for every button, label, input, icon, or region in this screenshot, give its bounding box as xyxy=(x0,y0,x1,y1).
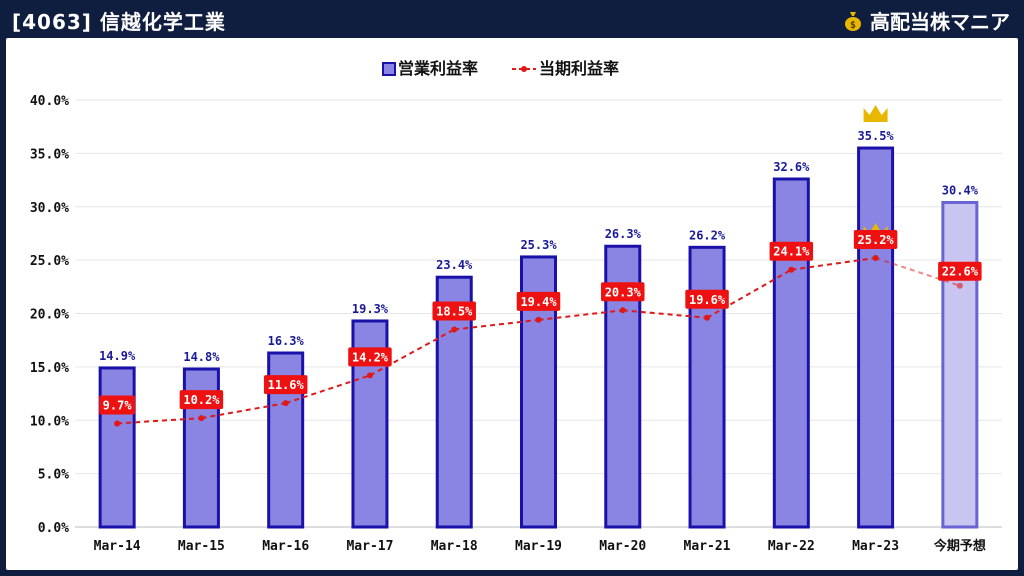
line-value-label: 18.5% xyxy=(436,305,473,319)
y-tick-label: 20.0% xyxy=(30,308,69,323)
y-tick-label: 5.0% xyxy=(38,468,69,483)
y-tick-label: 15.0% xyxy=(30,361,69,376)
bar-value-label: 35.5% xyxy=(858,129,895,143)
line-label-bg xyxy=(938,261,982,281)
line-point xyxy=(956,282,963,289)
line-label-bg xyxy=(769,241,814,261)
line-point xyxy=(451,326,458,333)
line-value-label: 9.7% xyxy=(103,398,133,412)
line-value-label: 19.4% xyxy=(520,295,557,309)
line-point xyxy=(535,316,542,323)
line-value-label: 11.6% xyxy=(268,378,305,392)
line-point xyxy=(366,372,373,379)
line-label-bg xyxy=(685,289,729,309)
y-tick-label: 25.0% xyxy=(30,254,69,269)
line-value-label: 14.2% xyxy=(352,350,389,364)
bar xyxy=(857,146,895,529)
line-point xyxy=(114,420,121,427)
x-tick-label: 今期予想 xyxy=(933,538,986,554)
bar-value-label: 14.8% xyxy=(183,350,220,364)
line-segment xyxy=(706,268,792,319)
chart: 0.0% 5.0% 10.0% 15.0% 20.0% 25.0% 30.0% 35.0% 40… xyxy=(30,59,1002,554)
line-value-label: 19.6% xyxy=(689,293,726,307)
page-title: [4063] 信越化学工業 xyxy=(12,10,226,34)
x-tick-label: Mar-19 xyxy=(515,539,562,554)
legend-line-marker xyxy=(521,66,527,72)
line-label-bg xyxy=(432,301,476,321)
x-tick-label: Mar-22 xyxy=(768,539,815,554)
bar-value-label: 26.2% xyxy=(689,228,726,242)
bar xyxy=(98,366,136,529)
line-point xyxy=(619,307,626,314)
x-tick-label: Mar-23 xyxy=(852,539,899,554)
x-tick-label: Mar-20 xyxy=(599,539,646,554)
bar xyxy=(772,177,810,529)
line-label-bg xyxy=(601,282,645,302)
line-value-label: 22.6% xyxy=(942,265,979,279)
line-point xyxy=(704,314,711,321)
y-tick-label: 0.0% xyxy=(38,521,69,536)
bar-value-label: 19.3% xyxy=(352,302,389,316)
line-label-bg xyxy=(179,390,224,410)
bar-value-label: 14.9% xyxy=(99,349,136,363)
line-segment xyxy=(369,328,455,377)
x-tick-label: Mar-14 xyxy=(94,539,141,554)
line-label-bg xyxy=(516,291,561,311)
y-tick-label: 40.0% xyxy=(30,94,69,109)
money-bag-icon: $ xyxy=(845,11,861,31)
x-tick-label: Mar-17 xyxy=(346,539,393,554)
bar-value-label: 26.3% xyxy=(605,227,642,241)
svg-text:$: $ xyxy=(850,20,856,31)
header: [4063] 信越化学工業 $ 高配当株マニア xyxy=(0,0,1024,38)
y-tick-label: 30.0% xyxy=(30,201,69,216)
x-tick-label: Mar-21 xyxy=(684,539,731,554)
brand-name: 高配当株マニア xyxy=(870,10,1010,34)
x-tick-label: Mar-18 xyxy=(431,539,478,554)
y-tick-label: 35.0% xyxy=(30,147,69,162)
line-label-bg xyxy=(99,395,136,415)
line-value-label: 20.3% xyxy=(605,285,642,299)
line-label-bg xyxy=(853,229,898,249)
line-value-label: 24.1% xyxy=(773,245,810,259)
line-value-label: 25.2% xyxy=(858,233,895,247)
line-segment xyxy=(875,257,961,287)
crown-icon xyxy=(863,105,888,123)
bar-value-label: 23.4% xyxy=(436,258,473,272)
line-segment xyxy=(285,374,371,405)
bar xyxy=(688,245,726,529)
line-point xyxy=(788,266,795,273)
legend-line-label: 当期利益率 xyxy=(539,59,619,78)
legend-bar-swatch xyxy=(382,62,396,76)
x-tick-label: Mar-16 xyxy=(262,539,309,554)
y-tick-label: 10.0% xyxy=(30,414,69,429)
bar-value-label: 30.4% xyxy=(942,183,979,197)
bar-value-label: 25.3% xyxy=(520,238,557,252)
line-point xyxy=(282,400,289,407)
brand: $ 高配当株マニア xyxy=(842,6,1010,35)
line-label-bg xyxy=(348,347,392,367)
chart-panel: 0.0% 5.0% 10.0% 15.0% 20.0% 25.0% 30.0% 35.0% 40… xyxy=(6,38,1018,570)
line-value-label: 10.2% xyxy=(183,393,220,407)
x-tick-label: Mar-15 xyxy=(178,539,225,554)
bar-value-label: 16.3% xyxy=(268,334,305,348)
line-point xyxy=(198,415,205,422)
bar-value-label: 32.6% xyxy=(773,160,810,174)
line-point xyxy=(872,254,879,261)
legend-bar-label: 営業利益率 xyxy=(398,59,478,78)
line-label-bg xyxy=(263,375,308,395)
bar xyxy=(941,200,979,529)
